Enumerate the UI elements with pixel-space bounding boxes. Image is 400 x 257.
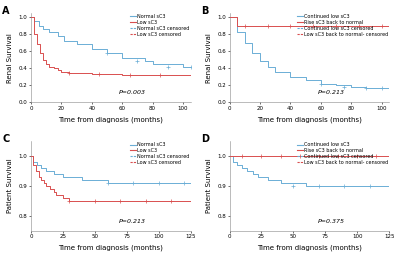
X-axis label: Time from diagnosis (months): Time from diagnosis (months) xyxy=(58,116,163,123)
X-axis label: Time from diagnosis (months): Time from diagnosis (months) xyxy=(257,245,362,251)
Legend: Normal sC3, Low sC3, Normal sC3 censored, Low sC3 censored: Normal sC3, Low sC3, Normal sC3 censored… xyxy=(130,142,190,166)
Text: P=0.375: P=0.375 xyxy=(317,219,344,224)
Y-axis label: Patient Survival: Patient Survival xyxy=(7,159,13,214)
Y-axis label: Renal Survival: Renal Survival xyxy=(206,33,212,82)
Text: P=0.003: P=0.003 xyxy=(119,90,146,95)
Legend: Continued low sC3, Rise sC3 back to normal, Continued low sC3 censored, Low sC3 : Continued low sC3, Rise sC3 back to norm… xyxy=(296,13,389,37)
Text: P=0.213: P=0.213 xyxy=(119,219,146,224)
Y-axis label: Patient Survival: Patient Survival xyxy=(206,159,212,214)
Legend: Normal sC3, Low sC3, Normal sC3 censored, Low sC3 censored: Normal sC3, Low sC3, Normal sC3 censored… xyxy=(130,13,190,37)
Text: C: C xyxy=(2,134,10,144)
X-axis label: Time from diagnosis (months): Time from diagnosis (months) xyxy=(58,245,163,251)
Text: D: D xyxy=(201,134,209,144)
Text: B: B xyxy=(201,6,208,16)
Legend: Continued low sC3, Rise sC3 back to normal, Continued low sC3 censored, Low sC3 : Continued low sC3, Rise sC3 back to norm… xyxy=(296,142,389,166)
Text: P=0.213: P=0.213 xyxy=(317,90,344,95)
X-axis label: Time from diagnosis (months): Time from diagnosis (months) xyxy=(257,116,362,123)
Y-axis label: Renal Survival: Renal Survival xyxy=(7,33,13,82)
Text: A: A xyxy=(2,6,10,16)
